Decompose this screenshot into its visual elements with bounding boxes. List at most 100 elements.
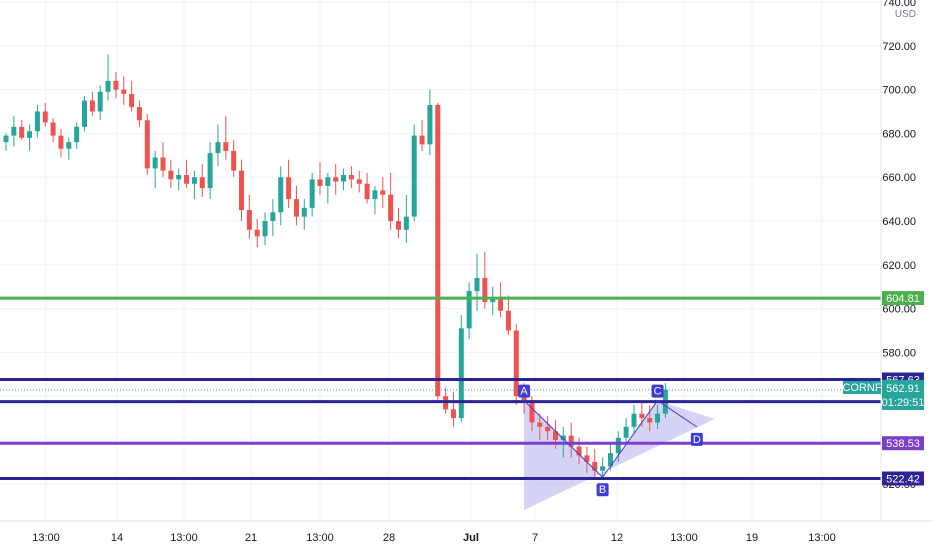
candle-body bbox=[364, 183, 370, 200]
last-price-badge bbox=[882, 380, 924, 410]
candle-body bbox=[325, 177, 331, 186]
candle-body bbox=[239, 170, 244, 211]
y-tick-label: 640.00 bbox=[882, 216, 916, 228]
candle-body bbox=[333, 177, 339, 182]
last-price-label: CORNF 562.91 01:29:51 bbox=[842, 380, 924, 410]
candle-body bbox=[207, 153, 213, 189]
x-tick-label: 13:00 bbox=[808, 532, 836, 544]
candle-body bbox=[215, 142, 221, 154]
candle-body bbox=[191, 177, 197, 184]
candle-body bbox=[427, 104, 433, 145]
x-tick-label: 13:00 bbox=[32, 532, 60, 544]
candle-body bbox=[647, 418, 653, 423]
pattern-point-badge bbox=[596, 483, 609, 497]
y-tick-label: 600.00 bbox=[882, 304, 916, 316]
candle-body bbox=[419, 135, 425, 145]
candle-body bbox=[607, 453, 613, 467]
candle-body bbox=[176, 175, 182, 180]
candle-body bbox=[301, 207, 307, 217]
candle-body bbox=[600, 466, 606, 471]
level-value: 522.42 bbox=[886, 474, 920, 486]
candle-body bbox=[450, 409, 456, 419]
level-value: 604.81 bbox=[886, 293, 920, 305]
candle-body bbox=[184, 175, 190, 184]
pattern-leg bbox=[523, 400, 603, 478]
pattern-point-badge bbox=[518, 384, 531, 398]
candle-body bbox=[482, 277, 488, 303]
candle-body bbox=[403, 216, 409, 230]
pattern-point-badge bbox=[651, 384, 664, 398]
y-tick-label: 580.00 bbox=[882, 347, 916, 359]
candle-body bbox=[631, 413, 637, 427]
candle-body bbox=[160, 157, 166, 171]
pattern-leg bbox=[657, 400, 698, 428]
candle-body bbox=[246, 210, 252, 230]
y-tick-label: 720.00 bbox=[882, 41, 916, 53]
x-tick-label: 14 bbox=[111, 532, 123, 544]
candle-body bbox=[113, 80, 119, 90]
abcd-pattern-fill bbox=[524, 400, 715, 511]
candle-body bbox=[568, 435, 574, 447]
candle-body bbox=[380, 190, 386, 195]
y-tick-label: 680.00 bbox=[882, 128, 916, 140]
x-tick-label: 28 bbox=[383, 532, 395, 544]
pattern-point-label: B bbox=[599, 484, 606, 496]
time-axis[interactable]: 13:00 14 13:00 21 13:00 28 Jul 7 12 13:00 19 13:00 bbox=[32, 532, 836, 544]
x-tick-label: 7 bbox=[532, 532, 538, 544]
y-tick-label: 620.00 bbox=[882, 260, 916, 272]
candle-body bbox=[513, 330, 519, 397]
candle-body bbox=[411, 135, 417, 217]
candle-body bbox=[639, 413, 645, 419]
candle-body bbox=[317, 179, 323, 186]
level-badge bbox=[882, 436, 924, 451]
candle-body bbox=[545, 426, 551, 432]
candle-body bbox=[490, 297, 496, 303]
candle-body bbox=[576, 446, 582, 456]
level-value: 538.53 bbox=[886, 438, 920, 450]
candle-body bbox=[11, 126, 17, 136]
candle-body bbox=[50, 122, 56, 136]
candle-body bbox=[152, 157, 158, 169]
level-badge bbox=[882, 291, 924, 306]
candle-body bbox=[623, 426, 629, 438]
candle-body bbox=[372, 190, 378, 200]
x-tick-label: 13:00 bbox=[306, 532, 334, 544]
candle-body bbox=[356, 179, 362, 184]
x-tick-label: 21 bbox=[245, 532, 257, 544]
candle-body bbox=[505, 310, 511, 331]
symbol-name: CORNF bbox=[842, 382, 881, 394]
candle-body bbox=[231, 150, 237, 171]
candle-body bbox=[584, 455, 590, 462]
candle-body bbox=[348, 175, 354, 180]
last-price: 562.91 bbox=[886, 383, 920, 395]
level-badge bbox=[882, 471, 924, 486]
abcd-pattern: A B C D bbox=[518, 384, 703, 497]
candle-body bbox=[19, 126, 25, 138]
pattern-leg bbox=[602, 400, 658, 478]
candle-body bbox=[42, 111, 48, 123]
candle-body bbox=[466, 291, 472, 329]
candle-body bbox=[66, 142, 72, 149]
pattern-point-label: C bbox=[654, 386, 662, 398]
candle-body bbox=[396, 221, 401, 230]
candle-body bbox=[592, 461, 598, 471]
candle-body bbox=[168, 170, 174, 180]
candle-body bbox=[82, 100, 87, 127]
candle-body bbox=[458, 328, 464, 419]
y-tick-label: 660.00 bbox=[882, 172, 916, 184]
candle-body bbox=[286, 177, 292, 200]
candle-body bbox=[529, 400, 535, 423]
candle-body bbox=[521, 396, 527, 401]
candle-body bbox=[388, 194, 394, 221]
candle-body bbox=[537, 422, 543, 427]
x-tick-label: 19 bbox=[746, 532, 758, 544]
candle-body bbox=[560, 435, 566, 440]
candle-body bbox=[474, 277, 480, 292]
candle-body bbox=[199, 177, 205, 189]
currency-label: USD bbox=[895, 9, 916, 20]
candle-body bbox=[74, 126, 80, 143]
x-tick-label: Jul bbox=[463, 532, 479, 544]
candle-body bbox=[223, 142, 229, 151]
candle-body bbox=[136, 107, 142, 121]
